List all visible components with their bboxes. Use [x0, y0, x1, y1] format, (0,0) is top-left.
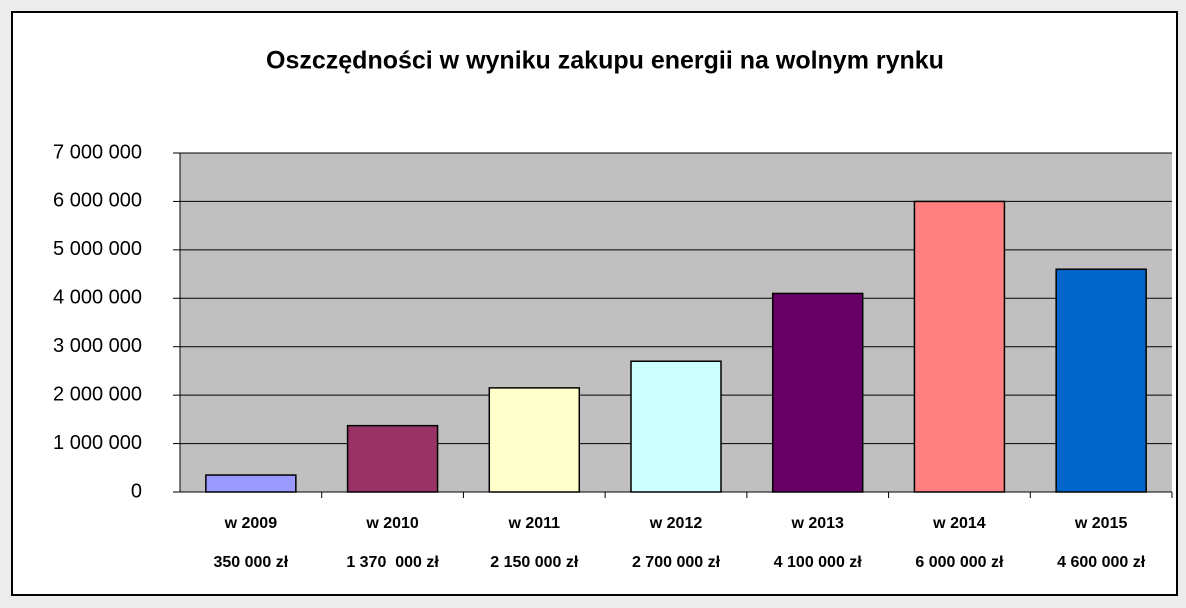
value-label: 4 600 000 zł [1057, 554, 1146, 571]
bar [913, 200, 1006, 493]
bar [630, 360, 722, 493]
bar [771, 292, 864, 493]
x-tick-label: w 2013 [790, 515, 844, 532]
value-label: 6 000 000 zł [915, 554, 1004, 571]
y-tick-label: 1 000 000 [53, 432, 142, 454]
x-tick-label: w 2009 [224, 515, 278, 532]
value-label: 1 370 000 zł [346, 554, 439, 571]
bar [1055, 268, 1147, 493]
x-tick-label: w 2012 [649, 515, 703, 532]
y-tick-label: 7 000 000 [53, 141, 142, 163]
x-tick-label: w 2015 [1074, 515, 1128, 532]
x-tick-label: w 2010 [365, 515, 419, 532]
y-tick-label: 6 000 000 [53, 190, 142, 212]
y-tick-label: 5 000 000 [53, 238, 142, 260]
x-tick-label: w 2011 [507, 515, 560, 532]
value-label: 2 700 000 zł [632, 554, 721, 571]
y-tick-label: 0 [131, 480, 142, 502]
y-tick-label: 2 000 000 [53, 383, 142, 405]
y-tick-label: 4 000 000 [53, 287, 142, 309]
x-tick-label: w 2014 [932, 515, 986, 532]
y-tick-label: 3 000 000 [53, 335, 142, 357]
chart-title: Oszczędności w wyniku zakupu energii na … [266, 47, 944, 75]
bar [346, 424, 439, 493]
bar [205, 474, 297, 493]
bar [488, 387, 581, 493]
value-label: 2 150 000 zł [490, 554, 579, 571]
value-label: 350 000 zł [213, 554, 288, 571]
value-label: 4 100 000 zł [774, 554, 863, 571]
